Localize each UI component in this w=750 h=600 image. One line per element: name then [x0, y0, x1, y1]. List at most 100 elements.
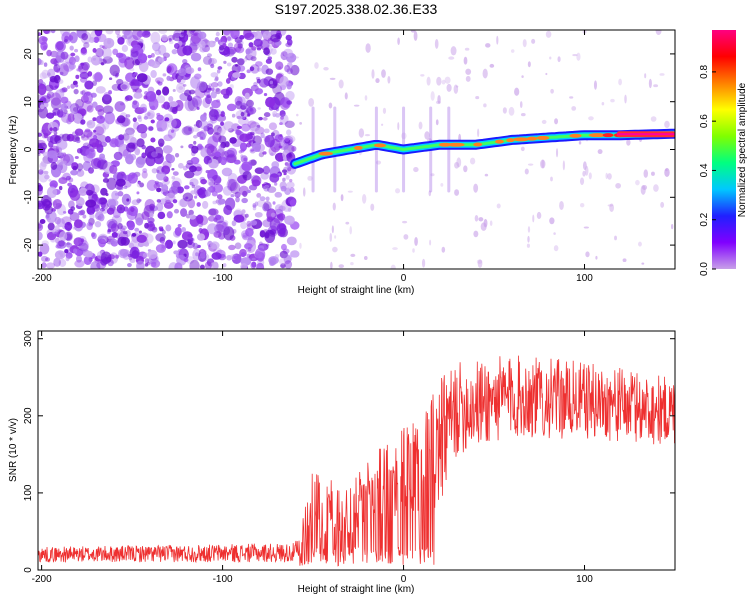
- noise-blob: [105, 193, 109, 197]
- noise-blob: [277, 213, 286, 221]
- noise-blob: [136, 138, 145, 148]
- noise-blob: [254, 126, 265, 135]
- noise-blob: [226, 178, 237, 191]
- noise-blob: [264, 134, 275, 148]
- noise-blob: [265, 58, 272, 64]
- noise-blob: [46, 186, 58, 198]
- noise-speck: [403, 234, 409, 240]
- noise-blob: [283, 254, 293, 263]
- noise-blob: [68, 35, 74, 41]
- noise-blob: [102, 120, 110, 130]
- noise-blob: [54, 225, 60, 232]
- noise-speck: [330, 261, 333, 269]
- noise-speck: [578, 141, 582, 145]
- noise-speck: [382, 107, 387, 114]
- noise-blob: [38, 106, 49, 119]
- noise-blob: [162, 160, 172, 169]
- noise-blob: [115, 52, 124, 58]
- noise-blob: [186, 99, 192, 106]
- noise-blob: [256, 124, 261, 128]
- noise-blob: [52, 127, 58, 132]
- noise-speck: [414, 236, 418, 246]
- noise-blob: [95, 211, 104, 221]
- noise-speck: [638, 241, 642, 247]
- noise-blob: [96, 197, 107, 205]
- noise-blob: [206, 157, 213, 164]
- noise-blob: [232, 72, 241, 79]
- noise-blob: [70, 52, 76, 57]
- noise-blob: [153, 183, 160, 189]
- noise-speck: [363, 255, 368, 260]
- noise-blob: [277, 154, 283, 162]
- noise-speck: [559, 200, 564, 210]
- noise-blob: [121, 44, 129, 53]
- noise-blob: [270, 48, 277, 55]
- noise-blob: [148, 100, 154, 107]
- noise-blob: [211, 87, 215, 92]
- noise-blob: [223, 60, 227, 64]
- noise-speck: [473, 230, 479, 238]
- noise-blob: [213, 183, 224, 193]
- noise-blob: [180, 145, 184, 149]
- noise-blob: [272, 83, 283, 95]
- noise-speck: [665, 169, 668, 172]
- noise-blob: [275, 61, 284, 70]
- noise-blob: [263, 184, 270, 192]
- noise-blob: [130, 78, 140, 91]
- noise-blob: [165, 154, 176, 164]
- noise-blob: [138, 198, 142, 202]
- noise-blob: [240, 221, 247, 230]
- colorbar-tick-label: 0.0: [699, 262, 710, 276]
- noise-blob: [127, 220, 135, 231]
- noise-blob: [290, 64, 300, 76]
- noise-blob: [225, 154, 237, 164]
- noise-blob: [282, 177, 286, 182]
- noise-blob: [39, 218, 46, 224]
- noise-blob: [237, 65, 246, 72]
- noise-speck: [520, 113, 526, 117]
- noise-blob: [70, 46, 74, 51]
- noise-blob: [40, 255, 49, 262]
- noise-blob: [198, 31, 207, 40]
- y-tick-label: 20: [23, 48, 34, 60]
- noise-speck: [420, 74, 425, 77]
- noise-blob: [196, 80, 207, 92]
- noise-speck: [595, 255, 598, 260]
- x-tick-label: 0: [401, 574, 407, 585]
- noise-blob: [241, 197, 248, 204]
- noise-blob: [260, 132, 265, 139]
- noise-speck: [585, 251, 590, 258]
- noise-blob: [250, 149, 254, 152]
- noise-blob: [88, 167, 95, 174]
- noise-blob: [252, 206, 257, 211]
- noise-blob: [263, 128, 270, 134]
- noise-blob: [84, 250, 93, 258]
- ridge-peak: [374, 143, 387, 148]
- noise-speck: [510, 49, 515, 53]
- noise-blob: [101, 202, 109, 210]
- noise-speck: [387, 75, 391, 84]
- noise-blob: [166, 211, 173, 219]
- noise-blob: [207, 223, 218, 235]
- noise-blob: [210, 241, 220, 250]
- ridge-peak: [513, 137, 529, 142]
- noise-blob: [225, 86, 233, 96]
- noise-speck: [648, 78, 652, 89]
- noise-blob: [189, 259, 200, 269]
- noise-blob: [208, 208, 219, 216]
- noise-blob: [93, 134, 98, 140]
- noise-speck: [614, 235, 617, 241]
- noise-speck: [527, 163, 534, 166]
- noise-speck: [650, 116, 657, 122]
- noise-blob: [40, 95, 51, 104]
- noise-speck: [520, 146, 525, 152]
- noise-blob: [156, 199, 161, 203]
- noise-blob: [170, 129, 175, 133]
- noise-speck: [413, 31, 418, 41]
- noise-blob: [39, 161, 47, 171]
- noise-blob: [85, 189, 94, 196]
- noise-blob: [231, 56, 238, 63]
- noise-blob: [139, 182, 144, 188]
- noise-blob: [224, 46, 230, 52]
- noise-blob: [284, 260, 293, 269]
